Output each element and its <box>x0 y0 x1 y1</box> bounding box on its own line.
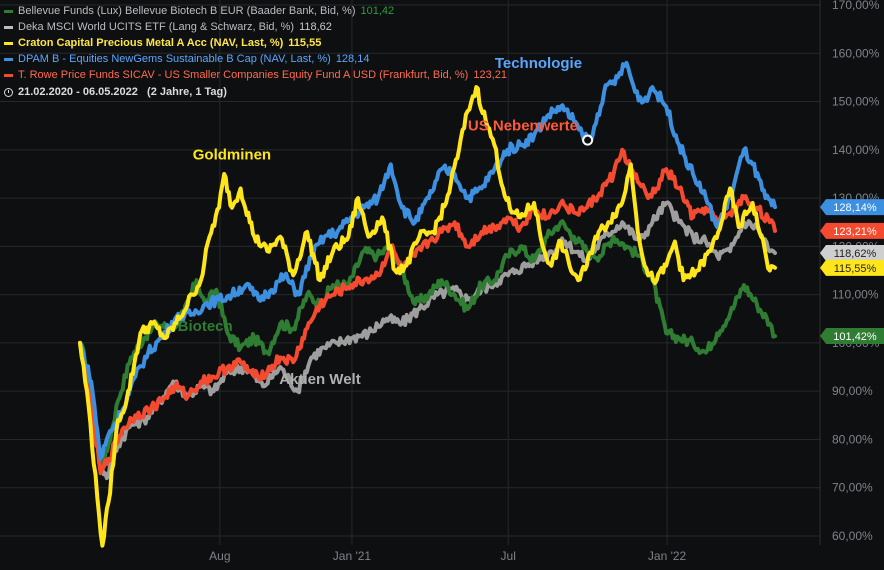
legend-label: Bellevue Funds (Lux) Bellevue Biotech B … <box>18 5 356 17</box>
value-badges: 128,14% 123,21% 118,62% 115,55% 101,42% <box>820 199 884 345</box>
legend-value: 123,21 <box>473 69 507 81</box>
crosshair-marker <box>582 134 594 146</box>
value-badge: 118,62% <box>820 245 884 262</box>
y-tick-label: 80,00% <box>832 432 873 446</box>
date-range[interactable]: 21.02.2020 - 06.05.2022 (2 Jahre, 1 Tag) <box>4 84 507 100</box>
x-tick-label: Jan '21 <box>333 549 372 563</box>
x-tick-label: Aug <box>209 549 230 563</box>
legend-item[interactable]: Deka MSCI World UCITS ETF (Lang & Schwar… <box>4 19 507 35</box>
y-tick-label: 160,00% <box>832 46 880 60</box>
legend-item[interactable]: DPAM B - Equities NewGems Sustainable B … <box>4 51 507 67</box>
badge-label: 123,21% <box>833 226 877 238</box>
badge-label: 101,42% <box>833 331 877 343</box>
legend-item[interactable]: Bellevue Funds (Lux) Bellevue Biotech B … <box>4 3 507 19</box>
value-badge: 128,14% <box>820 199 884 216</box>
legend-swatch <box>4 41 13 45</box>
series-annotation: Technologie <box>495 55 582 72</box>
series-annotation: Goldminen <box>193 146 271 163</box>
y-tick-label: 150,00% <box>832 95 880 109</box>
series-line-goldminen[interactable] <box>78 85 777 548</box>
badge-shape <box>820 259 884 276</box>
x-tick-label: Jul <box>501 549 516 563</box>
badge-shape <box>820 328 884 345</box>
legend-label: Deka MSCI World UCITS ETF (Lang & Schwar… <box>18 21 295 33</box>
date-range-label: 21.02.2020 - 06.05.2022 (2 Jahre, 1 Tag) <box>18 86 227 98</box>
y-tick-label: 170,00% <box>832 0 880 12</box>
y-tick-label: 140,00% <box>832 143 880 157</box>
legend-value: 115,55 <box>288 37 322 49</box>
y-tick-label: 60,00% <box>832 529 873 543</box>
y-tick-label: 110,00% <box>832 288 879 302</box>
legend-swatch <box>4 9 13 13</box>
legend-label: Craton Capital Precious Metal A Acc (NAV… <box>18 37 284 49</box>
y-tick-label: 70,00% <box>832 481 873 495</box>
legend-item[interactable]: T. Rowe Price Funds SICAV - US Smaller C… <box>4 67 507 83</box>
legend-label: DPAM B - Equities NewGems Sustainable B … <box>18 53 331 65</box>
series-lines[interactable] <box>78 60 777 548</box>
legend: Bellevue Funds (Lux) Bellevue Biotech B … <box>4 3 507 100</box>
badge-label: 115,55% <box>834 263 877 275</box>
series-line-technologie[interactable] <box>78 60 777 461</box>
series-annotation: US Nebenwerte <box>468 118 578 135</box>
value-badge: 123,21% <box>820 222 884 239</box>
value-badge: 115,55% <box>820 259 884 276</box>
legend-label: T. Rowe Price Funds SICAV - US Smaller C… <box>18 69 469 81</box>
badge-label: 118,62% <box>834 248 877 260</box>
series-line-us-nebenwerte[interactable] <box>78 147 777 476</box>
badge-shape <box>820 222 884 239</box>
legend-swatch <box>4 57 13 61</box>
legend-value: 128,14 <box>335 53 370 65</box>
series-line-biotech[interactable] <box>78 219 777 471</box>
x-tick-label: Jan '22 <box>648 549 687 563</box>
legend-swatch <box>4 73 13 77</box>
series-annotation: Aktien Welt <box>279 371 360 388</box>
x-axis-ticks: Aug Jan '21 Jul Jan '22 <box>209 549 686 563</box>
legend-item[interactable]: Craton Capital Precious Metal A Acc (NAV… <box>4 35 507 51</box>
badge-shape <box>820 245 884 262</box>
legend-swatch <box>4 25 13 29</box>
badge-label: 128,14% <box>833 202 877 214</box>
series-annotation: Biotech <box>178 318 233 335</box>
y-tick-label: 90,00% <box>832 384 873 398</box>
legend-value: 101,42 <box>360 5 395 17</box>
badge-shape <box>820 199 884 216</box>
legend-value: 118,62 <box>299 21 332 33</box>
clock-icon <box>4 87 13 97</box>
annotations: Goldminen Technologie US Nebenwerte Biotech… <box>178 55 594 388</box>
value-badge: 101,42% <box>820 328 884 345</box>
